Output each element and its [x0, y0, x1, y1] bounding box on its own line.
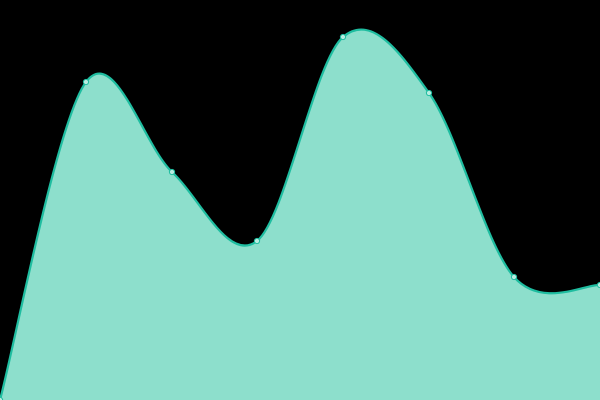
data-point-marker[interactable]	[339, 33, 347, 41]
data-point-marker[interactable]	[168, 168, 176, 176]
area-fill	[0, 29, 600, 400]
area-line	[0, 28, 600, 400]
data-point-marker[interactable]	[596, 281, 600, 289]
data-point-marker[interactable]	[510, 273, 518, 281]
data-point-markers	[0, 33, 600, 400]
data-point-marker[interactable]	[425, 89, 433, 97]
data-point-marker[interactable]	[253, 237, 261, 245]
data-point-marker[interactable]	[82, 78, 90, 86]
